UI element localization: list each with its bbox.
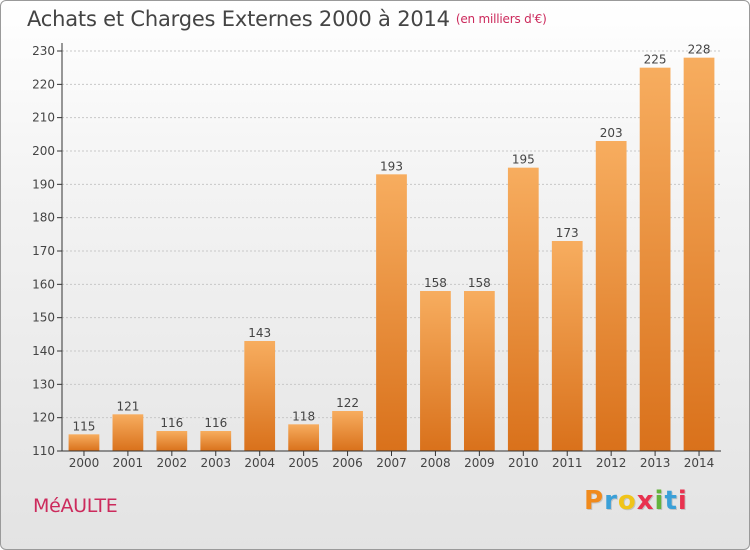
x-tick-label: 2003 [200, 456, 231, 470]
bar [551, 241, 583, 451]
y-tick-label: 180 [32, 211, 55, 225]
y-tick-label: 220 [32, 77, 55, 91]
x-tick-label: 2002 [157, 456, 188, 470]
x-tick-label: 2007 [376, 456, 407, 470]
logo-letter: P [584, 486, 605, 516]
y-tick-label: 110 [32, 444, 55, 458]
y-tick-label: 140 [32, 344, 55, 358]
data-labels: 115 121 116 116 143 118 122 193 158 158 195 173 203 2… [73, 43, 711, 434]
y-tick-label: 120 [32, 411, 55, 425]
data-label: 118 [292, 409, 315, 423]
y-tick-label: 130 [32, 377, 55, 391]
logo-letter: r [604, 486, 618, 516]
y-tick-label: 150 [32, 311, 55, 325]
logo-letter: o [617, 486, 637, 516]
x-tick-label: 2000 [69, 456, 100, 470]
data-label: 173 [556, 226, 579, 240]
x-tick-label: 2008 [420, 456, 451, 470]
x-tick-label: 2006 [332, 456, 363, 470]
bar [683, 57, 715, 452]
data-label: 193 [380, 159, 403, 173]
bar [68, 434, 100, 451]
data-label: 116 [204, 416, 227, 430]
bar [420, 291, 451, 451]
y-tick-label: 230 [32, 44, 55, 58]
bar [463, 291, 495, 451]
data-label: 143 [248, 326, 271, 340]
chart-title: Achats et Charges Externes 2000 à 2014 (e… [27, 7, 547, 31]
bar [200, 431, 232, 451]
bar [376, 174, 407, 452]
bars [68, 57, 715, 452]
bar [244, 341, 276, 451]
proxiti-logo: Proxiti [584, 486, 688, 516]
axes: 110 120 130 140 150 160 170 180 190 200 210 220 230 2… [32, 43, 721, 470]
y-tick-label: 170 [32, 244, 55, 258]
data-label: 203 [600, 126, 623, 140]
bar [332, 411, 363, 451]
data-label: 195 [512, 153, 535, 167]
unit-note: (en milliers d'€) [455, 12, 547, 26]
data-label: 158 [424, 276, 447, 290]
bar [112, 414, 144, 451]
bar [288, 424, 320, 451]
x-tick-label: 2004 [244, 456, 275, 470]
data-label: 228 [688, 43, 711, 57]
logo-letter: x [636, 486, 655, 516]
data-label: 225 [644, 53, 667, 67]
bar [507, 167, 539, 451]
x-tick-label: 2012 [596, 456, 627, 470]
x-tick-label: 2014 [684, 456, 715, 470]
y-tick-label: 190 [32, 177, 55, 191]
bar [639, 67, 671, 452]
chart-title-text: Achats et Charges Externes 2000 à 2014 [27, 7, 450, 31]
x-tick-label: 2011 [552, 456, 583, 470]
y-tick-label: 160 [32, 277, 55, 291]
x-tick-label: 2009 [464, 456, 495, 470]
bar [595, 141, 627, 451]
data-label: 158 [468, 276, 491, 290]
x-tick-label: 2005 [288, 456, 319, 470]
data-label: 116 [160, 416, 183, 430]
logo-letter: t [664, 486, 678, 516]
logo-letter: i [677, 486, 688, 516]
data-label: 122 [336, 396, 359, 410]
y-tick-label: 200 [32, 144, 55, 158]
x-tick-label: 2010 [508, 456, 539, 470]
y-tick-label: 210 [32, 111, 55, 125]
city-name: MéAULTE [33, 495, 118, 517]
data-label: 115 [73, 419, 96, 433]
x-tick-label: 2001 [113, 456, 144, 470]
logo-letter: i [654, 486, 665, 516]
bar [156, 431, 188, 451]
data-label: 121 [116, 399, 139, 413]
x-tick-label: 2013 [640, 456, 671, 470]
